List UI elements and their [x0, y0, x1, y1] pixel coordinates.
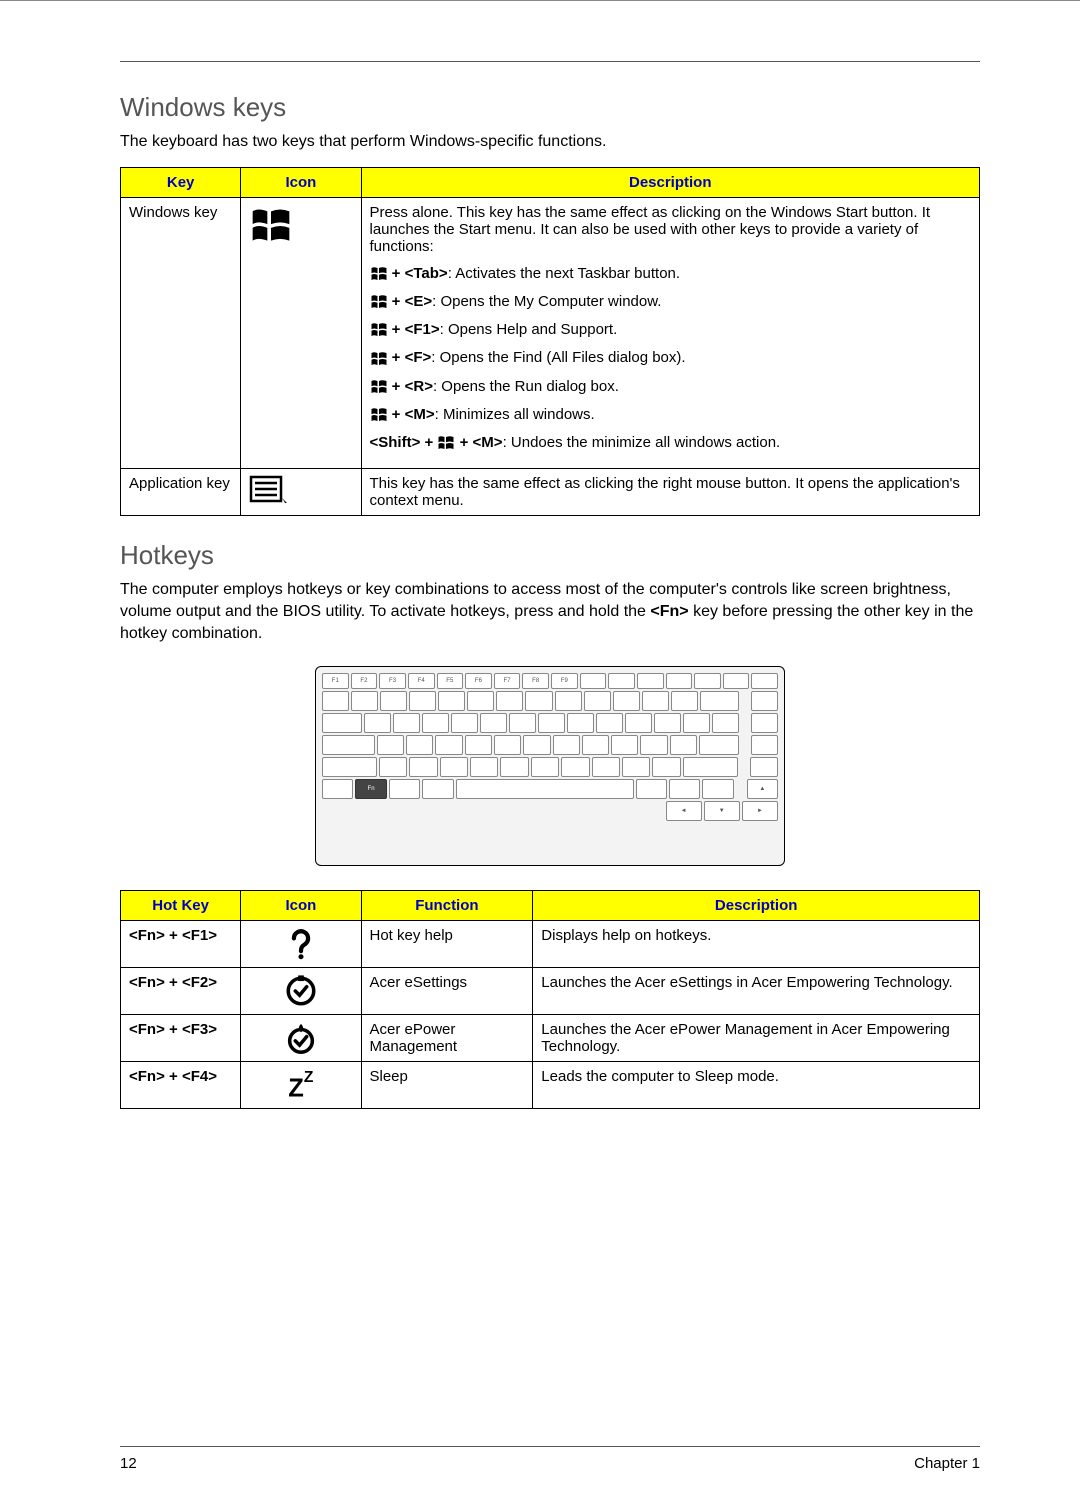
- hotkey-desc: Leads the computer to Sleep mode.: [533, 1061, 980, 1108]
- shortcut-combo: + <F1>: [392, 321, 440, 338]
- shortcut-text: : Minimizes all windows.: [435, 406, 595, 423]
- windows-logo-icon: [249, 235, 293, 252]
- col-icon-header: Icon: [241, 890, 361, 920]
- windows-keys-table: Key Icon Description Windows key Press a…: [120, 167, 980, 515]
- shortcut-combo: + <R>: [392, 378, 433, 395]
- appkey-icon-cell: [241, 468, 361, 515]
- col-func-header: Function: [361, 890, 533, 920]
- shortcut-text: : Opens the My Computer window.: [432, 293, 661, 310]
- keyboard-image: F1F2F3F4F5F6F7F8F9 Fn▲ ◄▼►: [315, 666, 785, 866]
- shortcut-line: + <F>: Opens the Find (All Files dialog …: [370, 349, 972, 367]
- col-desc-header: Description: [361, 168, 980, 198]
- windows-logo-icon: [370, 293, 388, 310]
- hotkey-icon-cell: [241, 1061, 361, 1108]
- shortcut-line: <Shift> + + <M>: Undoes the minimize all…: [370, 434, 972, 452]
- col-icon-header: Icon: [241, 168, 361, 198]
- hotkey-combo: <Fn> + <F1>: [121, 920, 241, 967]
- col-key-header: Key: [121, 168, 241, 198]
- hotkey-combo: <Fn> + <F4>: [121, 1061, 241, 1108]
- winkey-label: Windows key: [121, 198, 241, 468]
- hotkey-combo: <Fn> + <F2>: [121, 967, 241, 1014]
- windows-logo-icon: [370, 349, 388, 366]
- shortcut-text: : Activates the next Taskbar button.: [448, 265, 680, 282]
- epower-icon: [249, 1021, 352, 1055]
- page: Windows keys The keyboard has two keys t…: [0, 0, 1080, 1512]
- question-mark-icon: [249, 927, 352, 961]
- hotkey-func: Sleep: [361, 1061, 533, 1108]
- windows-logo-icon: [437, 434, 455, 451]
- hotkey-desc: Launches the Acer ePower Management in A…: [533, 1014, 980, 1061]
- hotkeys-heading: Hotkeys: [120, 540, 980, 571]
- hotkeys-intro-bold: <Fn>: [650, 603, 688, 620]
- hotkey-icon-cell: [241, 1014, 361, 1061]
- hotkey-func: Acer eSettings: [361, 967, 533, 1014]
- hotkey-icon-cell: [241, 920, 361, 967]
- table-row: <Fn> + <F3> Acer ePower Management Launc…: [121, 1014, 980, 1061]
- shortcut-combo: + <F>: [392, 349, 432, 366]
- shortcut-line: + <M>: Minimizes all windows.: [370, 406, 972, 424]
- shortcut-text: : Opens the Find (All Files dialog box).: [431, 349, 685, 366]
- table-row: <Fn> + <F2> Acer eSettings Launches the …: [121, 967, 980, 1014]
- shift-prefix: <Shift> +: [370, 434, 438, 451]
- windows-keys-heading: Windows keys: [120, 92, 980, 123]
- top-rule: [120, 61, 980, 62]
- table-row: <Fn> + <F1> Hot key help Displays help o…: [121, 920, 980, 967]
- table-row: <Fn> + <F4> Sleep Leads the computer to …: [121, 1061, 980, 1108]
- hotkey-func: Acer ePower Management: [361, 1014, 533, 1061]
- col-desc-header: Description: [533, 890, 980, 920]
- windows-logo-icon: [370, 265, 388, 282]
- shortcut-text: : Opens Help and Support.: [440, 321, 618, 338]
- table-header-row: Hot Key Icon Function Description: [121, 890, 980, 920]
- shortcut-text: : Opens the Run dialog box.: [433, 378, 619, 395]
- hotkey-desc: Displays help on hotkeys.: [533, 920, 980, 967]
- sleep-icon: [249, 1068, 352, 1102]
- windows-logo-icon: [370, 378, 388, 395]
- application-menu-icon: [249, 492, 289, 509]
- shortcut-combo: + <E>: [392, 293, 432, 310]
- winkey-desc-cell: Press alone. This key has the same effec…: [361, 198, 980, 468]
- esettings-icon: [249, 974, 352, 1008]
- hotkeys-intro: The computer employs hotkeys or key comb…: [120, 579, 980, 646]
- winkey-desc-intro: Press alone. This key has the same effec…: [370, 204, 972, 255]
- hotkey-func: Hot key help: [361, 920, 533, 967]
- shortcut-text: : Undoes the minimize all windows action…: [503, 434, 781, 451]
- page-footer: 12 Chapter 1: [120, 1446, 980, 1472]
- shortcut-line: + <Tab>: Activates the next Taskbar butt…: [370, 265, 972, 283]
- table-row: Application key This key has the same ef…: [121, 468, 980, 515]
- hotkeys-table: Hot Key Icon Function Description <Fn> +…: [120, 890, 980, 1109]
- appkey-desc: This key has the same effect as clicking…: [361, 468, 980, 515]
- shortcut-line: + <F1>: Opens Help and Support.: [370, 321, 972, 339]
- winkey-icon-cell: [241, 198, 361, 468]
- chapter-label: Chapter 1: [914, 1455, 980, 1472]
- hotkey-combo: <Fn> + <F3>: [121, 1014, 241, 1061]
- shortcut-combo: + <M>: [392, 406, 435, 423]
- table-row: Windows key Press alone. This key has th…: [121, 198, 980, 468]
- col-hotkey-header: Hot Key: [121, 890, 241, 920]
- page-number: 12: [120, 1455, 137, 1472]
- shortcut-combo: + <Tab>: [392, 265, 448, 282]
- hotkey-desc: Launches the Acer eSettings in Acer Empo…: [533, 967, 980, 1014]
- shortcut-line: + <E>: Opens the My Computer window.: [370, 293, 972, 311]
- shift-suffix: + <M>: [460, 434, 503, 451]
- appkey-label: Application key: [121, 468, 241, 515]
- shortcut-line: + <R>: Opens the Run dialog box.: [370, 378, 972, 396]
- table-header-row: Key Icon Description: [121, 168, 980, 198]
- hotkey-icon-cell: [241, 967, 361, 1014]
- windows-logo-icon: [370, 321, 388, 338]
- windows-logo-icon: [370, 406, 388, 423]
- windows-keys-intro: The keyboard has two keys that perform W…: [120, 131, 980, 153]
